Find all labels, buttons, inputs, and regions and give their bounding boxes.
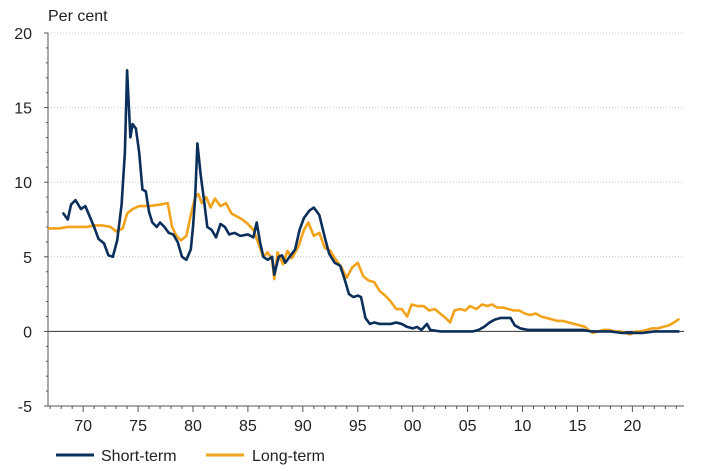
- x-tick-label: 80: [184, 418, 202, 435]
- y-tick-label: 20: [14, 26, 32, 43]
- x-tick-label: 20: [623, 418, 641, 435]
- legend: Short-term Long-term: [56, 448, 325, 465]
- y-tick-label: 5: [23, 250, 32, 267]
- y-tick-label: 15: [14, 101, 32, 118]
- series-lines: [47, 69, 680, 336]
- x-tick-label: 15: [569, 418, 587, 435]
- series-line-long-term: [47, 192, 680, 336]
- x-tick-label: 00: [404, 418, 422, 435]
- axes: 20 15 10 5 0 -5 70 75 80 85 90 95 00 05 10 15 20: [14, 26, 684, 435]
- y-tick-label: 0: [23, 324, 32, 341]
- series-line-short-term: [62, 69, 680, 335]
- y-tick-label: -5: [18, 399, 32, 416]
- legend-label-short-term: Short-term: [101, 448, 177, 465]
- y-tick-label: 10: [14, 175, 32, 192]
- x-tick-label: 75: [129, 418, 147, 435]
- x-tick-label: 05: [459, 418, 477, 435]
- legend-label-long-term: Long-term: [252, 448, 325, 465]
- y-axis-title: Per cent: [48, 8, 108, 25]
- x-tick-label: 85: [239, 418, 257, 435]
- x-tick-label: 90: [294, 418, 312, 435]
- x-tick-label: 95: [349, 418, 367, 435]
- gridlines: [48, 32, 684, 407]
- x-tick-label: 10: [514, 418, 532, 435]
- x-tick-label: 70: [74, 418, 92, 435]
